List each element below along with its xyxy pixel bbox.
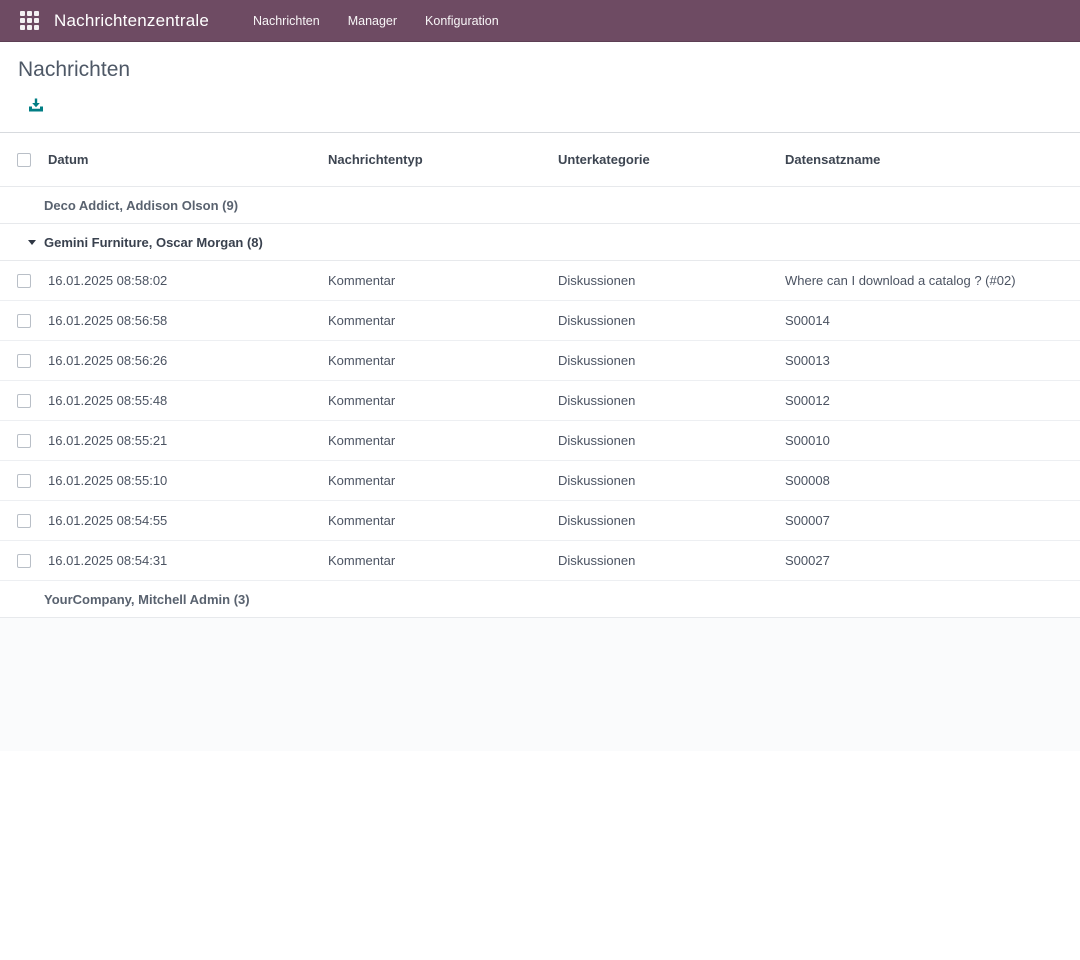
group-label: YourCompany, Mitchell Admin (3)	[44, 591, 250, 607]
cell-datum: 16.01.2025 08:56:26	[48, 353, 168, 368]
page-title: Nachrichten	[18, 58, 131, 81]
table-row[interactable]: 16.01.2025 08:58:02 Kommentar Diskussionen…	[0, 261, 1080, 301]
cell-datum: 16.01.2025 08:55:21	[48, 433, 168, 448]
caret-down-icon	[28, 239, 44, 245]
cell-datum: 16.01.2025 08:58:02	[48, 273, 168, 288]
row-checkbox-cell	[0, 513, 48, 528]
column-header-nachrichtentyp[interactable]: Nachrichtentyp	[328, 152, 423, 167]
cell-datum: 16.01.2025 08:55:48	[48, 393, 168, 408]
menu-item-nachrichten[interactable]: Nachrichten	[239, 0, 334, 41]
caret-right-icon	[28, 595, 44, 603]
row-checkbox-cell	[0, 393, 48, 408]
list-empty-area	[0, 618, 1080, 751]
row-checkbox[interactable]	[17, 313, 31, 328]
row-checkbox[interactable]	[17, 473, 31, 488]
cell-datensatzname: S00013	[785, 353, 830, 368]
row-checkbox-cell	[0, 473, 48, 488]
top-navbar: Nachrichtenzentrale Nachrichten Manager …	[0, 0, 1080, 42]
cell-datum: 16.01.2025 08:54:31	[48, 553, 168, 568]
table-row[interactable]: 16.01.2025 08:54:55 Kommentar Diskussionen…	[0, 501, 1080, 541]
table-row[interactable]: 16.01.2025 08:55:48 Kommentar Diskussionen…	[0, 381, 1080, 421]
row-checkbox-cell	[0, 553, 48, 568]
group-row[interactable]: Deco Addict, Addison Olson (9)	[0, 187, 1080, 224]
cell-nachrichtentyp: Kommentar	[328, 393, 396, 408]
cell-nachrichtentyp: Kommentar	[328, 473, 396, 488]
group-row[interactable]: Gemini Furniture, Oscar Morgan (8)	[0, 224, 1080, 261]
cell-datensatzname: S00007	[785, 513, 830, 528]
cell-nachrichtentyp: Kommentar	[328, 433, 396, 448]
cell-datensatzname: S00027	[785, 553, 830, 568]
cell-unterkategorie: Diskussionen	[558, 313, 636, 328]
row-checkbox[interactable]	[17, 433, 31, 448]
main-menu: Nachrichten Manager Konfiguration	[239, 0, 513, 41]
cell-datum: 16.01.2025 08:54:55	[48, 513, 168, 528]
cell-nachrichtentyp: Kommentar	[328, 553, 396, 568]
group-label: Gemini Furniture, Oscar Morgan (8)	[44, 234, 263, 250]
row-checkbox[interactable]	[17, 273, 31, 288]
column-header-datensatzname[interactable]: Datensatzname	[785, 152, 881, 167]
cell-datensatzname: S00012	[785, 393, 830, 408]
cell-datensatzname: S00008	[785, 473, 830, 488]
cell-unterkategorie: Diskussionen	[558, 353, 636, 368]
list-body: Deco Addict, Addison Olson (9) Gemini Fur…	[0, 187, 1080, 618]
menu-item-manager[interactable]: Manager	[334, 0, 411, 41]
column-header-datum[interactable]: Datum	[48, 152, 89, 167]
column-header-unterkategorie[interactable]: Unterkategorie	[558, 152, 650, 167]
cell-nachrichtentyp: Kommentar	[328, 353, 396, 368]
cell-nachrichtentyp: Kommentar	[328, 273, 396, 288]
apps-grid-icon[interactable]	[16, 8, 42, 34]
app-title[interactable]: Nachrichtenzentrale	[54, 10, 209, 30]
cell-datensatzname: S00010	[785, 433, 830, 448]
table-row[interactable]: 16.01.2025 08:55:10 Kommentar Diskussionen…	[0, 461, 1080, 501]
select-all-checkbox[interactable]	[17, 152, 31, 167]
caret-right-icon	[28, 201, 44, 209]
cell-unterkategorie: Diskussionen	[558, 273, 636, 288]
table-row[interactable]: 16.01.2025 08:56:26 Kommentar Diskussionen…	[0, 341, 1080, 381]
menu-item-konfiguration[interactable]: Konfiguration	[411, 0, 513, 41]
cell-unterkategorie: Diskussionen	[558, 553, 636, 568]
cell-nachrichtentyp: Kommentar	[328, 513, 396, 528]
row-checkbox[interactable]	[17, 513, 31, 528]
cell-datum: 16.01.2025 08:56:58	[48, 313, 168, 328]
cell-datum: 16.01.2025 08:55:10	[48, 473, 168, 488]
table-row[interactable]: 16.01.2025 08:55:21 Kommentar Diskussionen…	[0, 421, 1080, 461]
group-label: Deco Addict, Addison Olson (9)	[44, 197, 239, 213]
list-view: Datum Nachrichtentyp Unterkategorie Date…	[0, 132, 1080, 618]
cell-unterkategorie: Diskussionen	[558, 473, 636, 488]
cell-unterkategorie: Diskussionen	[558, 513, 636, 528]
cell-datensatzname: Where can I download a catalog ? (#02)	[785, 273, 1016, 288]
row-checkbox[interactable]	[17, 393, 31, 408]
cell-unterkategorie: Diskussionen	[558, 393, 636, 408]
table-row[interactable]: 16.01.2025 08:56:58 Kommentar Diskussionen…	[0, 301, 1080, 341]
export-button[interactable]	[26, 96, 46, 115]
row-checkbox-cell	[0, 433, 48, 448]
cell-unterkategorie: Diskussionen	[558, 433, 636, 448]
row-checkbox-cell	[0, 353, 48, 368]
row-checkbox-cell	[0, 273, 48, 288]
cell-nachrichtentyp: Kommentar	[328, 313, 396, 328]
control-panel: Nachrichten	[0, 42, 1080, 118]
download-icon	[28, 98, 44, 113]
row-checkbox[interactable]	[17, 353, 31, 368]
cell-datensatzname: S00014	[785, 313, 830, 328]
row-checkbox-cell	[0, 313, 48, 328]
table-row[interactable]: 16.01.2025 08:54:31 Kommentar Diskussionen…	[0, 541, 1080, 581]
row-checkbox[interactable]	[17, 553, 31, 568]
group-row[interactable]: YourCompany, Mitchell Admin (3)	[0, 581, 1080, 618]
list-header-row: Datum Nachrichtentyp Unterkategorie Date…	[0, 133, 1080, 187]
